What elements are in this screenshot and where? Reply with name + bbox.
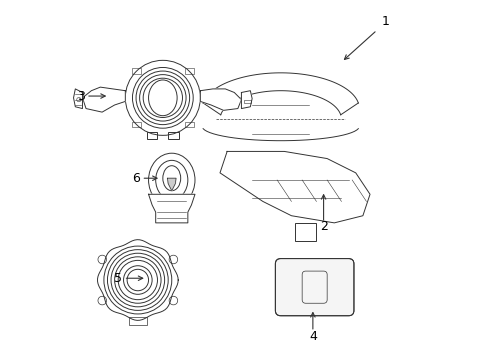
- FancyBboxPatch shape: [275, 258, 354, 316]
- Bar: [129, 317, 147, 325]
- Bar: [168, 132, 179, 139]
- Text: 5: 5: [114, 272, 122, 285]
- Bar: [147, 132, 157, 139]
- Polygon shape: [148, 194, 195, 223]
- Polygon shape: [200, 89, 242, 111]
- Text: 2: 2: [319, 220, 327, 233]
- Bar: [185, 68, 194, 74]
- Bar: [185, 122, 194, 127]
- Polygon shape: [242, 91, 252, 109]
- Circle shape: [127, 269, 148, 291]
- Bar: [132, 68, 141, 74]
- Text: 3: 3: [77, 90, 85, 103]
- Polygon shape: [74, 89, 82, 109]
- Text: 1: 1: [382, 14, 390, 27]
- Bar: [132, 122, 141, 127]
- Bar: [295, 223, 317, 241]
- Text: 4: 4: [309, 330, 317, 343]
- Text: 6: 6: [132, 172, 140, 185]
- Polygon shape: [168, 178, 176, 191]
- Polygon shape: [82, 87, 125, 112]
- Bar: [245, 100, 251, 103]
